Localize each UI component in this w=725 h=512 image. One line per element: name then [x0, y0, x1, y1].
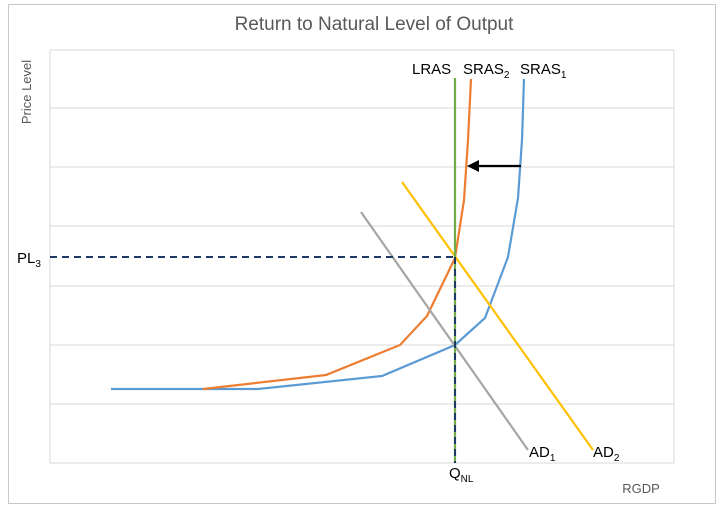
x-axis-title: RGDP [622, 481, 660, 496]
chart-title: Return to Natural Level of Output [235, 14, 515, 35]
sras1-curve [111, 78, 526, 391]
ad1-label-sub: 1 [550, 453, 556, 464]
sras2-curve [202, 78, 473, 391]
qnl-label: QNL [449, 465, 474, 485]
sras1-label-sub: 1 [561, 70, 567, 81]
gridlines [50, 49, 674, 464]
sras1-label-main: SRAS [520, 61, 561, 78]
ad2-label-main: AD [593, 444, 614, 461]
shift-arrow [467, 160, 521, 172]
ad1-label: AD1 [529, 444, 556, 464]
pl3-label-main: PL [17, 250, 35, 267]
pl3-label: PL3 [17, 250, 41, 270]
sras1-label: SRAS1 [520, 61, 567, 81]
ad1-curve [360, 211, 529, 451]
sras2-label: SRAS2 [463, 61, 510, 81]
lras-label: LRAS [412, 61, 451, 78]
pl3-label-sub: 3 [35, 259, 41, 270]
chart-frame [8, 4, 716, 504]
ad2-curve [401, 181, 594, 451]
ad2-label-sub: 2 [614, 453, 620, 464]
shift-arrow-head [467, 160, 479, 172]
sras2-label-main: SRAS [463, 61, 504, 78]
sras2-label-sub: 2 [504, 70, 510, 81]
ad2-label: AD2 [593, 444, 620, 464]
qnl-label-main: Q [449, 465, 461, 482]
ad1-label-main: AD [529, 444, 550, 461]
qnl-label-sub: NL [461, 474, 474, 485]
y-axis-title: Price Level [19, 60, 34, 124]
